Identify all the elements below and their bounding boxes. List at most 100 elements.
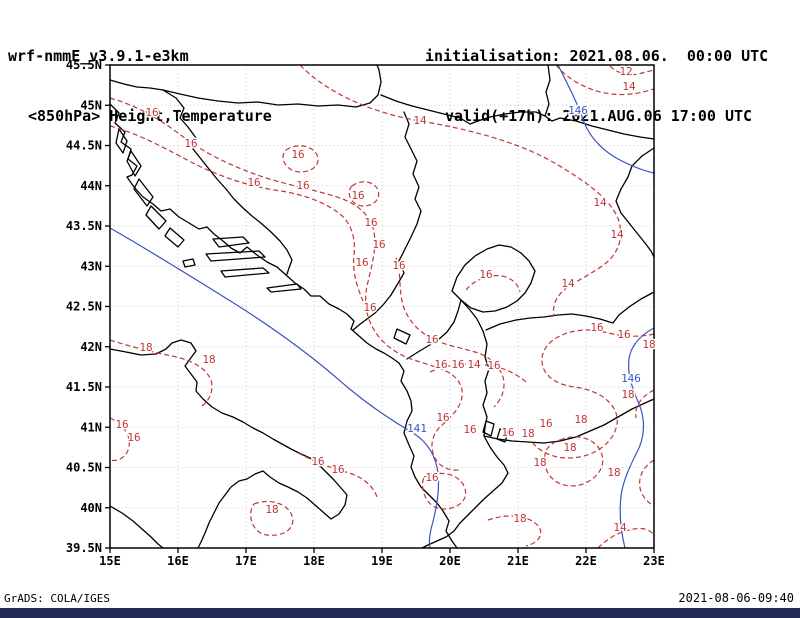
axis-label-layer: 15E 16E 17E 18E 19E 20E 21E 22E 23E 45.5N 45N 44.5N… — [66, 58, 665, 568]
temperature-contour-label: 16 — [425, 333, 438, 346]
coastline-path — [615, 147, 655, 258]
temperature-contour-label: 16 — [291, 148, 304, 161]
height-contour-label: 146 — [621, 372, 641, 385]
temperature-contour-label: 16 — [363, 301, 376, 314]
temperature-contour-label: 14 — [467, 358, 481, 371]
temperature-contour — [429, 363, 529, 385]
temperature-contour — [395, 257, 505, 408]
temperature-contour-label: 16 — [127, 431, 140, 444]
temperature-contour-label: 16 — [145, 106, 158, 119]
coastline-path — [133, 178, 154, 207]
temperature-contour — [531, 329, 655, 459]
y-axis-label: 40N — [80, 501, 102, 515]
coastline-path — [220, 267, 270, 278]
field-title: <850hPa> Height,Temperature — [28, 107, 272, 125]
temperature-contour-label: 16 — [296, 179, 309, 192]
x-axis-label: 21E — [507, 554, 529, 568]
temperature-contour-label: 16 — [436, 411, 449, 424]
temperature-contour — [544, 436, 604, 487]
temperature-contour — [635, 389, 655, 419]
temperature-contour — [299, 64, 622, 317]
y-axis-label: 44.5N — [66, 139, 102, 153]
temperature-contour — [555, 64, 655, 96]
coastline-path — [352, 111, 422, 331]
temperature-contour-label: 16 — [247, 176, 260, 189]
temperature-contour-label: 18 — [621, 388, 634, 401]
temperature-contour-label: 18 — [533, 456, 546, 469]
y-axis-label: 42.5N — [66, 300, 102, 314]
coastline-path — [162, 64, 382, 108]
temperature-contour-label: 16 — [311, 455, 324, 468]
coastline-path — [266, 283, 302, 293]
coastline-path — [482, 420, 495, 437]
coastline-path — [115, 128, 128, 154]
x-axis-label: 20E — [439, 554, 461, 568]
coastline-path — [164, 227, 185, 248]
coastline-path — [485, 291, 655, 331]
temperature-contour-label: 16 — [364, 216, 377, 229]
x-axis-label: 19E — [371, 554, 393, 568]
init-time: initialisation: 2021.08.06. 00:00 UTC — [425, 47, 769, 65]
temperature-contour-label: 16 — [463, 423, 476, 436]
temperature-contour-label: 18 — [642, 338, 655, 351]
temperature-contour-label: 16 — [115, 418, 128, 431]
temperature-contour — [487, 515, 542, 547]
x-axis-label: 23E — [643, 554, 665, 568]
coastline-path — [380, 94, 655, 140]
y-axis-label: 42N — [80, 340, 102, 354]
coastline-path — [421, 299, 509, 549]
temperature-contour-label: 16 — [487, 359, 500, 372]
temperature-contour-label: 18 — [265, 503, 278, 516]
coastline-path — [109, 505, 164, 549]
temperature-contour — [609, 65, 655, 76]
height-contour — [557, 64, 655, 174]
coastline-path — [393, 328, 411, 345]
temperature-contour — [109, 97, 463, 471]
temperature-contour-label: 16 — [590, 321, 603, 334]
axis-tick-layer — [105, 64, 655, 553]
y-axis-label: 43N — [80, 259, 102, 273]
temperature-contour-label: 14 — [561, 277, 575, 290]
temperature-contour — [109, 125, 364, 302]
temperature-contour — [348, 181, 380, 207]
temperature-contour-label: 16 — [617, 328, 630, 341]
temperature-contour — [297, 452, 378, 498]
temperature-contour-label: 16 — [372, 238, 385, 251]
height-contour-layer — [109, 64, 655, 549]
temperature-contour-label: 18 — [139, 341, 152, 354]
coastline-path — [109, 79, 293, 275]
temperature-contour-label: 16 — [392, 259, 405, 272]
temperature-contour-label: 14 — [610, 228, 624, 241]
temperature-contour-label: 16 — [331, 463, 344, 476]
x-axis-label: 17E — [235, 554, 257, 568]
height-contour — [109, 227, 440, 549]
y-axis-label: 40.5N — [66, 461, 102, 475]
model-title: wrf-nmmE_v3.9.1-e3km — [8, 47, 189, 65]
x-axis-label: 15E — [99, 554, 121, 568]
coastline-path — [544, 64, 551, 117]
temperature-contour-label: 18 — [563, 441, 576, 454]
temperature-contour-label: 16 — [451, 358, 464, 371]
x-axis-label: 22E — [575, 554, 597, 568]
temperature-contour-label: 14 — [622, 80, 636, 93]
y-axis-label: 45N — [80, 98, 102, 112]
y-axis-label: 39.5N — [66, 541, 102, 555]
temperature-contour-label: 16 — [351, 189, 364, 202]
coastline-path — [451, 244, 536, 313]
temperature-contour-label: 18 — [607, 466, 620, 479]
height-contour-label: 141 — [407, 422, 427, 435]
temperature-contour-label: 18 — [202, 353, 215, 366]
temperature-contour-label: 12 — [619, 65, 632, 78]
temperature-contour — [422, 472, 467, 510]
x-axis-label: 16E — [167, 554, 189, 568]
temperature-contour — [282, 145, 319, 173]
coastline-path — [212, 236, 250, 248]
coastline-path — [126, 150, 142, 177]
height-contour — [619, 327, 655, 549]
y-axis-label: 41N — [80, 420, 102, 434]
temperature-contour — [597, 527, 655, 549]
temperature-contour-layer — [109, 64, 655, 549]
